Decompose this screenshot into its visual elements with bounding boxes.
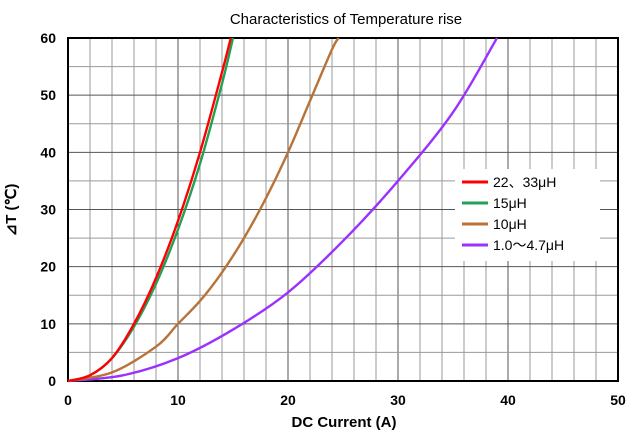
chart-title: Characteristics of Temperature rise bbox=[230, 11, 462, 28]
series-lines bbox=[67, 37, 499, 383]
x-tick-label: 50 bbox=[610, 392, 626, 408]
x-tick-label: 40 bbox=[500, 392, 516, 408]
y-tick-label: 30 bbox=[40, 202, 56, 218]
x-axis-ticks: 0 10 20 30 40 50 bbox=[64, 392, 626, 408]
y-tick-label: 40 bbox=[40, 144, 56, 160]
y-axis-label: ⊿T (℃) bbox=[3, 184, 20, 237]
y-axis-ticks: 0 10 20 30 40 50 60 bbox=[40, 30, 56, 389]
y-tick-label: 60 bbox=[40, 30, 56, 46]
series-line bbox=[67, 37, 499, 383]
y-tick-label: 10 bbox=[40, 316, 56, 332]
legend-label: 10μH bbox=[493, 216, 527, 232]
series-line bbox=[67, 37, 340, 383]
y-tick-label: 20 bbox=[40, 259, 56, 275]
x-tick-label: 20 bbox=[280, 392, 296, 408]
legend-label: 22、33μH bbox=[493, 174, 556, 190]
y-tick-label: 50 bbox=[40, 87, 56, 103]
x-tick-label: 30 bbox=[390, 392, 406, 408]
plot-frame bbox=[67, 37, 619, 382]
x-tick-label: 10 bbox=[170, 392, 186, 408]
y-tick-label: 0 bbox=[48, 373, 56, 389]
x-tick-label: 0 bbox=[64, 392, 72, 408]
legend: 22、33μH 15μH 10μH 1.0～4.7μH bbox=[455, 169, 600, 261]
legend-label: 1.0～4.7μH bbox=[493, 237, 564, 253]
x-axis-label: DC Current (A) bbox=[292, 414, 397, 431]
legend-label: 15μH bbox=[493, 195, 527, 211]
series-line bbox=[67, 37, 232, 383]
